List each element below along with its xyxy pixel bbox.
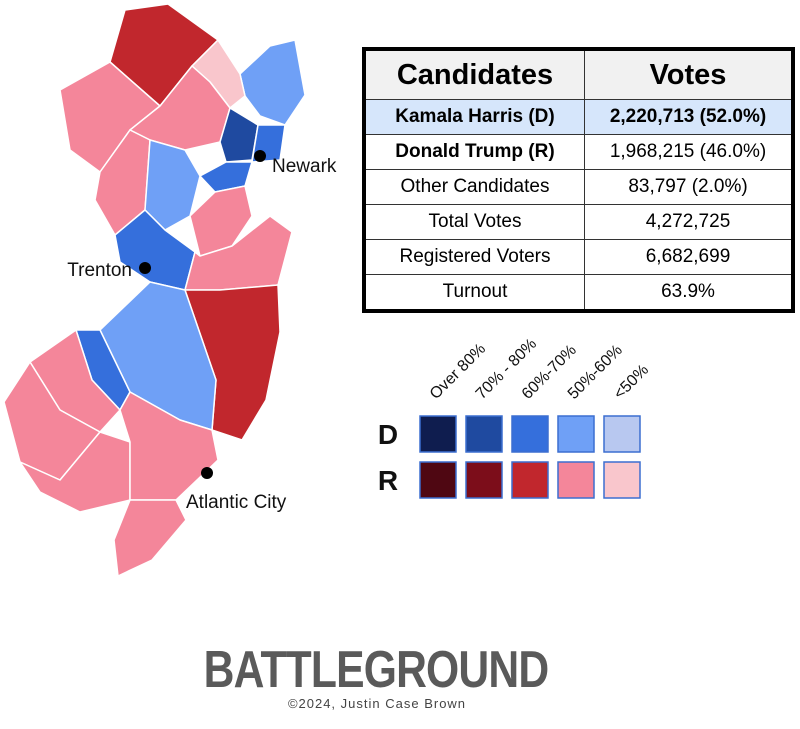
table-cell: 2,220,713 (52.0%) [584, 99, 794, 135]
city-dot [139, 262, 151, 274]
county [119, 391, 219, 501]
table-cell: 6,682,699 [584, 239, 794, 275]
table-row: Kamala Harris (D) 2,220,713 (52.0%) [363, 99, 794, 135]
legend-swatch [603, 461, 641, 499]
legend-swatch [419, 461, 457, 499]
legend-swatch [603, 415, 641, 453]
table-cell: 63.9% [584, 274, 794, 312]
logo: BATTLEGROUND [203, 641, 549, 699]
county [199, 161, 253, 193]
counties [3, 3, 306, 577]
city-dot [254, 150, 266, 162]
table-cell: 83,797 (2.0%) [584, 169, 794, 205]
table-cell: Turnout [363, 274, 585, 312]
city-label: Newark [272, 156, 337, 177]
table-cell: 1,968,215 (46.0%) [584, 134, 794, 170]
city-label: Trenton [67, 260, 132, 281]
legend-swatch [511, 415, 549, 453]
legend-column-label: <50% [611, 362, 652, 403]
legend-swatch [419, 415, 457, 453]
header-row: Candidates Votes [363, 48, 794, 100]
legend: Over 80%70% - 80%60%-70%50%-60%<50%DR [378, 335, 652, 499]
table-row: Donald Trump (R) 1,968,215 (46.0%) [363, 134, 794, 170]
legend-swatch [465, 415, 503, 453]
legend-swatch [557, 415, 595, 453]
table-row: Registered Voters 6,682,699 [363, 239, 794, 275]
table-cell: Other Candidates [363, 169, 585, 205]
city-dot [201, 467, 213, 479]
table-cell: 4,272,725 [584, 204, 794, 240]
county [113, 499, 187, 577]
table-cell: Registered Voters [363, 239, 585, 275]
table-cell: Total Votes [363, 204, 585, 240]
table-row: Total Votes 4,272,725 [363, 204, 794, 240]
legend-row-label: R [378, 465, 398, 496]
legend-row-label: D [378, 419, 398, 450]
legend-swatch [557, 461, 595, 499]
city-label: Atlantic City [186, 492, 287, 513]
table-cell: Kamala Harris (D) [363, 99, 585, 135]
table-cell: Donald Trump (R) [363, 134, 585, 170]
legend-swatch [465, 461, 503, 499]
table-row: Turnout 63.9% [363, 274, 794, 312]
table-row: Other Candidates 83,797 (2.0%) [363, 169, 794, 205]
legend-swatch [511, 461, 549, 499]
county [239, 39, 306, 126]
header-cell: Votes [584, 48, 794, 100]
header-cell: Candidates [363, 48, 585, 100]
results-table: Candidates Votes Kamala Harris (D) 2,220,71… [362, 47, 795, 313]
nj-map: Newark Trenton Atlantic City [3, 3, 337, 577]
credit: ©2024, Justin Case Brown [287, 696, 467, 711]
